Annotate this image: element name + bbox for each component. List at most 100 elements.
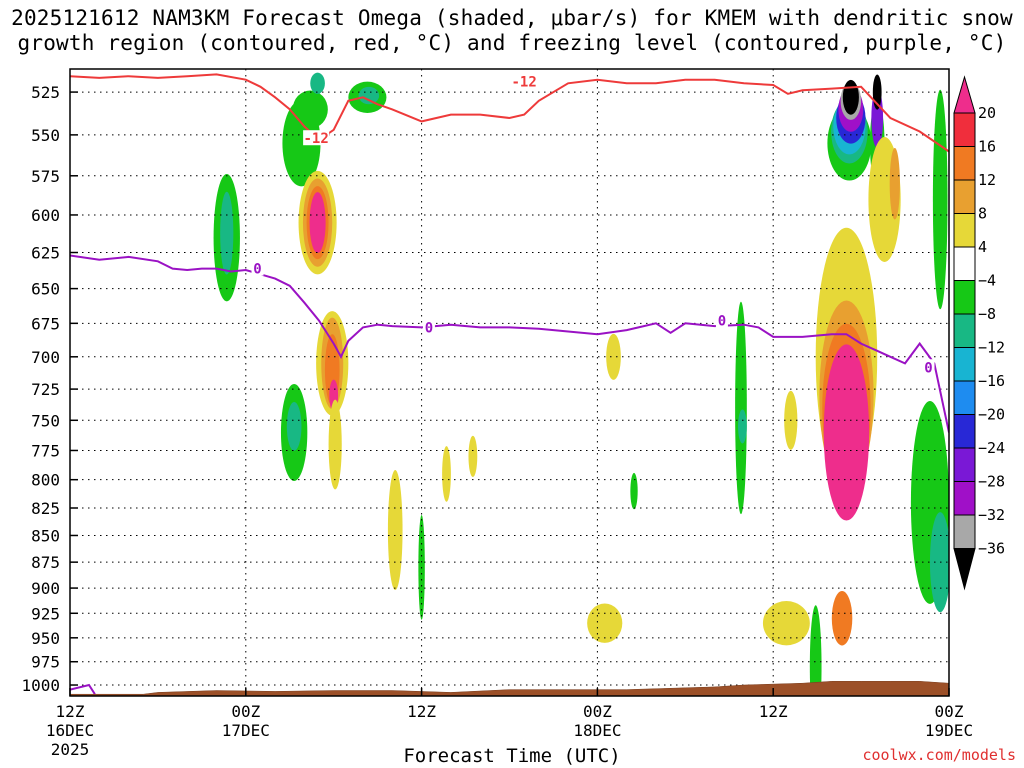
omega-feature-up-4 <box>587 603 623 643</box>
freezing-label-bg <box>922 359 935 375</box>
y-tick-label: 625 <box>31 244 60 263</box>
grid-lines <box>70 69 949 696</box>
y-tick-label: 900 <box>31 579 60 598</box>
y-tick-label: 550 <box>31 126 60 145</box>
freezing-contour-label: 0 <box>422 319 435 336</box>
y-tick-label: 875 <box>31 553 60 572</box>
omega-feature-up-4 <box>442 446 451 502</box>
colorbar-bin <box>953 380 976 415</box>
omega-feature-up-12 <box>831 591 853 646</box>
colorbar: 20 16 12 8 4 −4 −8 −12 −16 −20 −24 −28 −32 −36 <box>953 75 1005 591</box>
y-tick-label: 850 <box>31 526 60 545</box>
y-tick-label: 675 <box>31 314 60 333</box>
omega-feature-down-4 <box>932 89 948 310</box>
colorbar-tick-label: −36 <box>978 540 1005 558</box>
freezing-level-contour <box>70 254 949 433</box>
dgz-label-bg <box>303 130 330 146</box>
dgz-contour-label-text: -12 <box>512 74 537 90</box>
omega-feature-up-4 <box>762 601 810 646</box>
omega-feature-up-4 <box>468 435 478 478</box>
x-axis-label: Forecast Time (UTC) <box>403 745 621 767</box>
freezing-contour-label-text: 0 <box>253 262 261 278</box>
colorbar-tick-label: −4 <box>978 272 996 290</box>
y-tick-label: 925 <box>31 604 60 623</box>
contour-lines: -12 -12 0 0 0 0 <box>70 73 949 695</box>
colorbar-bin <box>953 246 976 281</box>
credit-text: coolwx.com/models <box>862 746 1016 764</box>
y-tick-label: 575 <box>31 167 60 186</box>
omega-feature-up-8 <box>889 148 900 220</box>
omega-feature-down-4 <box>630 472 638 510</box>
terrain <box>70 681 949 696</box>
colorbar-tick-label: −8 <box>978 305 996 323</box>
omega-feature-down-8 <box>220 191 234 275</box>
dgz-contour-label: -12 <box>303 130 330 147</box>
dgz-contour-label-text: -12 <box>303 131 328 147</box>
freezing-label-bg <box>251 260 264 276</box>
colorbar-tick-label: −16 <box>978 372 1005 390</box>
colorbar-tick-label: −12 <box>978 339 1005 357</box>
omega-feature-up-20 <box>309 192 326 254</box>
omega-feature-up-20 <box>823 344 870 521</box>
colorbar-top-arrow <box>953 75 976 114</box>
colorbar-bin <box>953 447 976 482</box>
freezing-contour-label-text: 0 <box>718 314 726 330</box>
y-tick-label: 975 <box>31 653 60 672</box>
colorbar-bin <box>953 481 976 516</box>
y-tick-label: 650 <box>31 280 60 299</box>
y-tick-label: 1000 <box>21 676 60 695</box>
omega-feature-down-8 <box>286 402 302 451</box>
x-tick-label: 12Z <box>759 702 788 721</box>
omega-feature-up-4 <box>328 399 342 490</box>
freezing-label-bg <box>715 312 728 328</box>
y-tick-label: 950 <box>31 629 60 648</box>
colorbar-bin <box>953 347 976 382</box>
colorbar-bin <box>953 414 976 449</box>
omega-feature-down-8 <box>358 86 380 105</box>
y-tick-label: 750 <box>31 411 60 430</box>
dgz-contour-label: -12 <box>511 73 538 90</box>
x-tick-date: 19DEC <box>925 721 973 740</box>
colorbar-bin <box>953 112 976 147</box>
freezing-level-surface-contour <box>70 683 96 695</box>
x-tick-year: 2025 <box>51 740 90 759</box>
y-tick-label: 600 <box>31 206 60 225</box>
omega-feature-down-8 <box>310 72 325 94</box>
colorbar-bin <box>953 313 976 348</box>
x-tick-label: 12Z <box>407 702 436 721</box>
x-tick-date: 16DEC <box>46 721 94 740</box>
y-tick-label: 775 <box>31 441 60 460</box>
freezing-contour-label: 0 <box>715 312 728 330</box>
dgz-label-bg <box>511 73 538 89</box>
colorbar-tick-label: 16 <box>978 138 996 156</box>
colorbar-bin <box>953 514 976 549</box>
colorbar-tick-label: −28 <box>978 473 1005 491</box>
dgz-minus12-contour <box>70 73 949 153</box>
y-tick-label: 800 <box>31 471 60 490</box>
colorbar-bottom-arrow <box>953 548 976 591</box>
colorbar-tick-label: −32 <box>978 506 1005 524</box>
x-tick-label: 00Z <box>231 702 260 721</box>
freezing-label-bg <box>422 319 435 335</box>
colorbar-tick-label: −24 <box>978 439 1005 457</box>
colorbar-tick-label: 20 <box>978 104 996 122</box>
chart-title-line-2: growth region (contoured, red, °C) and f… <box>17 31 1007 55</box>
omega-feature-down-4 <box>292 90 328 129</box>
colorbar-tick-label: 8 <box>978 205 987 223</box>
omega-feature-down-4 <box>809 605 822 696</box>
colorbar-bin <box>953 280 976 315</box>
terrain-fill <box>70 681 949 696</box>
freezing-contour-label: 0 <box>922 359 935 376</box>
colorbar-bin <box>953 213 976 248</box>
x-tick-label: 00Z <box>935 702 964 721</box>
chart-title-line-1: 2025121612 NAM3KM Forecast Omega (shaded… <box>11 6 1013 30</box>
x-tick-label: 00Z <box>583 702 612 721</box>
omega-feature-down-4 <box>735 301 747 515</box>
y-tick-label: 825 <box>31 499 60 518</box>
omega-feature-up-4 <box>606 333 621 380</box>
omega-shading <box>213 72 949 696</box>
y-tick-label: 700 <box>31 348 60 367</box>
x-tick-date: 17DEC <box>222 721 270 740</box>
omega-feature-down-36 <box>842 79 859 115</box>
